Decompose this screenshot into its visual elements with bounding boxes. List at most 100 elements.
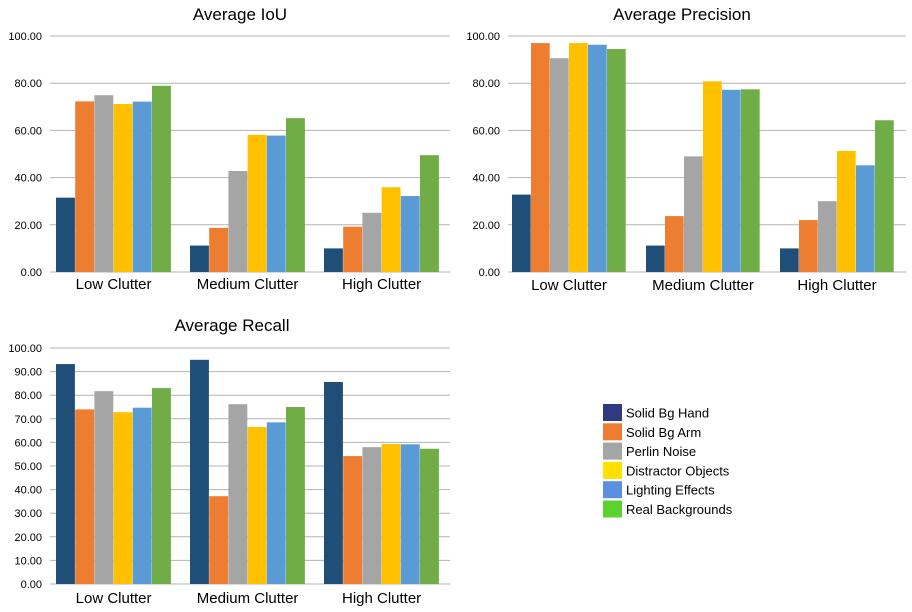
bar-solid-bg-arm-medium-clutter xyxy=(665,216,684,272)
chart-title: Average Recall xyxy=(175,316,290,335)
y-tick-label: 40.00 xyxy=(14,173,42,185)
y-tick-label: 40.00 xyxy=(14,485,42,497)
bar-solid-bg-arm-high-clutter xyxy=(343,456,363,584)
bar-distractor-objects-low-clutter xyxy=(113,412,133,584)
bar-lighting-effects-high-clutter xyxy=(856,165,875,272)
legend-swatch xyxy=(603,500,622,518)
bar-real-backgrounds-high-clutter xyxy=(420,155,439,272)
x-category-label: Medium Clutter xyxy=(197,590,299,607)
bar-solid-bg-hand-high-clutter xyxy=(324,248,343,272)
bar-real-backgrounds-medium-clutter xyxy=(286,118,305,273)
bar-real-backgrounds-low-clutter xyxy=(152,388,171,584)
bar-perlin-noise-low-clutter xyxy=(94,95,114,273)
bar-perlin-noise-high-clutter xyxy=(818,201,837,272)
bar-distractor-objects-high-clutter xyxy=(837,150,856,272)
legend-swatch xyxy=(603,461,622,479)
y-tick-label: 0.00 xyxy=(479,267,500,279)
bar-perlin-noise-medium-clutter xyxy=(684,156,703,272)
y-tick-label: 0.00 xyxy=(21,579,42,591)
y-tick-label: 80.00 xyxy=(14,78,42,90)
legend-swatch xyxy=(603,423,622,441)
bar-lighting-effects-medium-clutter xyxy=(266,422,286,584)
legend-label: Distractor Objects xyxy=(626,463,730,478)
bar-real-backgrounds-low-clutter xyxy=(607,48,626,273)
bar-perlin-noise-low-clutter xyxy=(550,58,569,273)
bar-solid-bg-hand-low-clutter xyxy=(512,194,531,272)
legend-swatch xyxy=(603,442,622,460)
legend-label: Real Backgrounds xyxy=(626,502,733,517)
bar-solid-bg-hand-low-clutter xyxy=(56,197,75,272)
bar-real-backgrounds-low-clutter xyxy=(152,85,171,273)
bar-lighting-effects-low-clutter xyxy=(588,44,607,273)
x-category-label: Low Clutter xyxy=(531,277,607,294)
bar-distractor-objects-medium-clutter xyxy=(703,81,722,272)
bar-distractor-objects-low-clutter xyxy=(113,103,133,272)
y-tick-label: 70.00 xyxy=(14,414,42,426)
chart-average-recall: Average Recall 0.00 10.00 20.00 30.00 40.00 50… xyxy=(8,316,450,607)
bar-distractor-objects-medium-clutter xyxy=(247,427,267,584)
y-tick-label: 80.00 xyxy=(14,390,42,402)
bar-solid-bg-hand-low-clutter xyxy=(56,364,75,584)
chart-average-precision: Average Precision 0.00 20.00 40.00 60.00 80.0… xyxy=(466,5,906,294)
legend-swatch xyxy=(603,404,622,421)
x-category-label: Medium Clutter xyxy=(652,277,754,294)
bar-solid-bg-arm-high-clutter xyxy=(343,226,363,272)
y-tick-label: 100.00 xyxy=(8,31,42,43)
y-tick-label: 20.00 xyxy=(472,220,500,232)
y-tick-label: 80.00 xyxy=(472,78,500,90)
x-category-label: Low Clutter xyxy=(76,590,152,607)
bar-real-backgrounds-medium-clutter xyxy=(741,89,760,272)
x-category-label: Low Clutter xyxy=(76,276,152,293)
x-category-label: High Clutter xyxy=(342,276,421,293)
y-tick-label: 60.00 xyxy=(472,125,500,137)
y-tick-label: 30.00 xyxy=(14,508,42,520)
bar-solid-bg-hand-medium-clutter xyxy=(190,359,209,584)
bar-perlin-noise-medium-clutter xyxy=(228,404,248,584)
bar-solid-bg-hand-high-clutter xyxy=(324,381,343,584)
bar-distractor-objects-high-clutter xyxy=(381,187,401,272)
y-tick-label: 100.00 xyxy=(8,343,42,355)
x-category-label: High Clutter xyxy=(342,590,421,607)
bar-lighting-effects-high-clutter xyxy=(400,196,420,272)
bar-distractor-objects-medium-clutter xyxy=(247,134,267,272)
y-tick-label: 60.00 xyxy=(14,125,42,137)
bar-solid-bg-hand-high-clutter xyxy=(780,248,799,272)
y-tick-label: 50.00 xyxy=(14,461,42,473)
chart-title: Average IoU xyxy=(193,5,287,24)
legend-label: Lighting Effects xyxy=(626,483,715,498)
y-tick-label: 100.00 xyxy=(466,31,500,43)
bar-solid-bg-hand-medium-clutter xyxy=(646,245,665,272)
bar-real-backgrounds-medium-clutter xyxy=(286,407,305,584)
bar-solid-bg-hand-medium-clutter xyxy=(190,245,209,272)
bar-solid-bg-arm-high-clutter xyxy=(799,220,818,272)
y-tick-label: 0.00 xyxy=(21,267,42,279)
bar-solid-bg-arm-low-clutter xyxy=(75,101,95,272)
y-tick-label: 20.00 xyxy=(14,532,42,544)
legend-label: Solid Bg Hand xyxy=(626,406,709,421)
bar-lighting-effects-low-clutter xyxy=(132,101,152,272)
bar-solid-bg-arm-low-clutter xyxy=(75,409,95,584)
y-tick-label: 90.00 xyxy=(14,367,42,379)
y-tick-label: 20.00 xyxy=(14,220,42,232)
bar-perlin-noise-medium-clutter xyxy=(228,170,248,272)
bar-lighting-effects-low-clutter xyxy=(132,407,152,584)
bar-lighting-effects-medium-clutter xyxy=(266,135,286,272)
legend-label: Solid Bg Arm xyxy=(626,425,701,440)
bar-solid-bg-arm-medium-clutter xyxy=(209,496,229,584)
bar-distractor-objects-low-clutter xyxy=(569,43,588,272)
chart-title: Average Precision xyxy=(613,5,751,24)
legend-label: Perlin Noise xyxy=(626,444,696,459)
bar-solid-bg-arm-low-clutter xyxy=(531,43,550,272)
bar-lighting-effects-medium-clutter xyxy=(722,89,741,272)
x-category-label: High Clutter xyxy=(797,277,876,294)
bar-lighting-effects-high-clutter xyxy=(400,444,420,584)
bar-perlin-noise-high-clutter xyxy=(362,212,382,272)
y-tick-label: 60.00 xyxy=(14,437,42,449)
chart-average-iou: Average IoU 0.00 20.00 40.00 60.00 80.00 100.0… xyxy=(8,5,450,293)
x-category-label: Medium Clutter xyxy=(197,276,299,293)
bar-distractor-objects-high-clutter xyxy=(381,444,401,584)
legend: Solid Bg Hand Solid Bg Arm Perlin Noise Dis… xyxy=(603,404,733,518)
bar-perlin-noise-high-clutter xyxy=(362,447,382,584)
y-tick-label: 10.00 xyxy=(14,555,42,567)
